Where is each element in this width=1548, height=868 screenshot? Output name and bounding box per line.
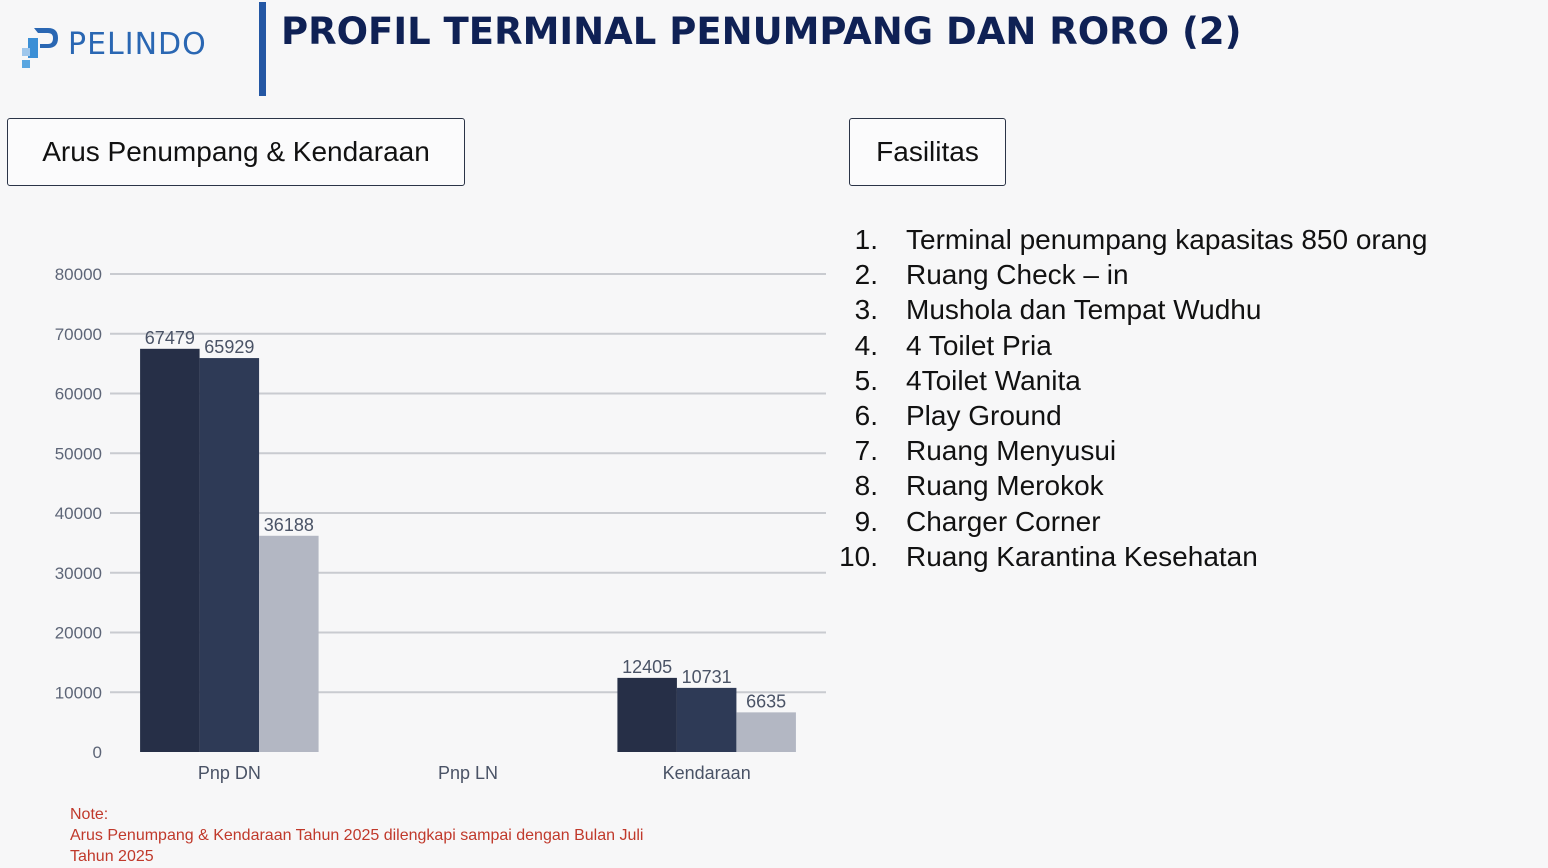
facility-text: Ruang Karantina Kesehatan	[906, 540, 1258, 572]
bar-value-label: 12405	[622, 657, 672, 677]
facility-item: 7. Ruang Menyusui	[830, 435, 1530, 470]
facility-number: 6.	[854, 399, 878, 431]
footnote-label: Note:	[70, 806, 109, 823]
facility-item: 3. Mushola dan Tempat Wudhu	[830, 294, 1530, 329]
facility-text: Play Ground	[906, 399, 1062, 431]
bar	[736, 712, 796, 752]
chart-data-labels: 67479 65929 36188 12405 10731 6635	[145, 328, 786, 712]
pelindo-logo: PELINDO	[18, 24, 248, 72]
facility-text: Mushola dan Tempat Wudhu	[906, 294, 1262, 326]
y-tick-label: 40000	[55, 504, 102, 523]
pelindo-logo-icon	[22, 28, 58, 68]
facility-number: 9.	[854, 505, 878, 537]
facility-number: 3.	[854, 294, 878, 326]
section-label-flow-text: Arus Penumpang & Kendaraan	[42, 136, 430, 167]
facility-number: 5.	[854, 364, 878, 396]
facility-item: 8. Ruang Merokok	[830, 470, 1530, 505]
facility-item: 1. Terminal penumpang kapasitas 850 orang	[830, 224, 1530, 259]
facility-number: 7.	[854, 435, 878, 467]
facility-text: Charger Corner	[906, 505, 1101, 537]
facility-item: 6. Play Ground	[830, 400, 1530, 435]
facility-item: 4. 4 Toilet Pria	[830, 330, 1530, 365]
bar	[259, 535, 319, 752]
facility-number: 10.	[839, 540, 878, 572]
chart-bars	[140, 348, 796, 752]
title-divider	[259, 2, 266, 96]
bar	[199, 358, 260, 752]
facility-item: 5. 4Toilet Wanita	[830, 365, 1530, 400]
facility-text: Ruang Menyusui	[906, 435, 1117, 467]
facility-text: Ruang Check – in	[906, 259, 1129, 291]
y-tick-label: 10000	[55, 683, 102, 702]
chart-y-axis: 0 10000 20000 30000 40000 50000 60000 70000 8000…	[55, 265, 102, 762]
facilities-list: 1. Terminal penumpang kapasitas 850 orang…	[830, 224, 1530, 576]
section-label-flow: Arus Penumpang & Kendaraan	[7, 118, 465, 186]
footnote: Note: Arus Penumpang & Kendaraan Tahun 2…	[70, 804, 643, 867]
footnote-line-2: Tahun 2025	[70, 848, 154, 865]
section-label-facilities: Fasilitas	[849, 118, 1006, 186]
facility-number: 4.	[854, 329, 878, 361]
y-tick-label: 0	[93, 743, 102, 762]
bar-value-label: 67479	[145, 328, 195, 348]
chart-x-axis: Pnp DN Pnp LN Kendaraan	[198, 763, 751, 783]
x-category-label: Pnp LN	[438, 763, 498, 783]
bar	[140, 348, 200, 752]
y-tick-label: 20000	[55, 624, 102, 643]
bar	[676, 687, 737, 752]
bar-value-label: 6635	[746, 691, 786, 711]
facility-text: 4Toilet Wanita	[906, 364, 1081, 396]
facility-text: Ruang Merokok	[906, 470, 1104, 502]
brand-name: PELINDO	[68, 27, 207, 62]
bar	[617, 677, 677, 752]
facility-text: 4 Toilet Pria	[906, 329, 1052, 361]
facility-item: 10. Ruang Karantina Kesehatan	[830, 541, 1530, 576]
passenger-vehicle-bar-chart: 0 10000 20000 30000 40000 50000 60000 70000 8000…	[55, 265, 826, 783]
y-tick-label: 80000	[55, 265, 102, 284]
x-category-label: Pnp DN	[198, 763, 261, 783]
page-title: PROFIL TERMINAL PENUMPANG DAN RORO (2)	[281, 10, 1242, 53]
footnote-line-1: Arus Penumpang & Kendaraan Tahun 2025 di…	[70, 827, 644, 844]
bar-value-label: 36188	[264, 515, 314, 535]
section-label-facilities-text: Fasilitas	[876, 136, 979, 167]
facility-item: 2. Ruang Check – in	[830, 259, 1530, 294]
facility-number: 1.	[854, 224, 878, 255]
y-tick-label: 50000	[55, 444, 102, 463]
facility-text: Terminal penumpang kapasitas 850 orang	[906, 224, 1428, 255]
facility-item: 9. Charger Corner	[830, 506, 1530, 541]
facility-number: 2.	[854, 259, 878, 291]
y-tick-label: 30000	[55, 564, 102, 583]
y-tick-label: 70000	[55, 325, 102, 344]
y-tick-label: 60000	[55, 385, 102, 404]
facility-number: 8.	[854, 470, 878, 502]
x-category-label: Kendaraan	[663, 763, 751, 783]
bar-value-label: 65929	[204, 337, 254, 357]
bar-value-label: 10731	[682, 667, 732, 687]
